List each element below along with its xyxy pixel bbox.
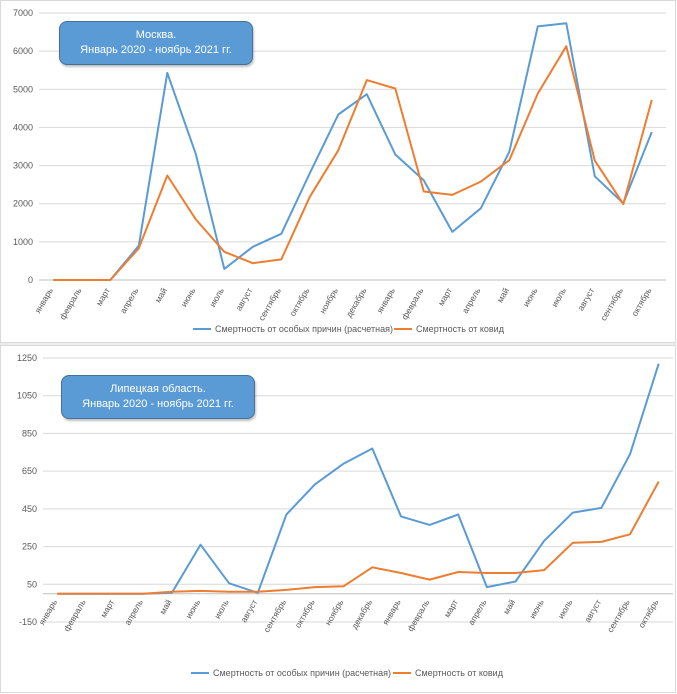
panel-divider — [0, 343, 677, 345]
lipetsk-x-tick-label: октябрь — [293, 597, 317, 629]
moscow-x-tick-label: август — [575, 286, 596, 312]
moscow-y-tick-label: 5000 — [13, 84, 33, 94]
moscow-x-tick-label: август — [233, 286, 254, 312]
moscow-chart-panel: 0 1000 2000 3000 4000 5000 6000 7000 январь февра… — [0, 0, 676, 343]
lipetsk-y-tick-label: 1250 — [17, 353, 37, 363]
moscow-x-tick-label: февраль — [57, 286, 83, 322]
moscow-x-tick-label: июнь — [179, 286, 198, 309]
moscow-x-tick-label: сентябрь — [598, 286, 625, 323]
lipetsk-x-tick-label: февраль — [61, 597, 87, 633]
moscow-x-tick-label: апрель — [118, 286, 141, 316]
lipetsk-x-tick-label: июль — [212, 597, 231, 620]
moscow-x-tick-label: июль — [207, 286, 226, 309]
moscow-x-tick-label: февраль — [399, 286, 425, 322]
lipetsk-y-tick-label: 250 — [22, 542, 37, 552]
moscow-y-tick-label: 4000 — [13, 122, 33, 132]
moscow-x-tick-label: май — [495, 286, 511, 304]
lipetsk-x-tick-label: май — [157, 598, 173, 616]
moscow-x-tick-label: декабрь — [344, 286, 369, 320]
moscow-series-line-2 — [53, 45, 653, 281]
lipetsk-x-tick-label: ноябрь — [323, 597, 346, 627]
moscow-series-line-1 — [53, 22, 653, 281]
lipetsk-chart-panel: -150 50 250 450 650 850 1050 1250 январь февраль м… — [0, 345, 676, 693]
moscow-x-tick-label: апрель — [460, 286, 483, 316]
moscow-x-tick-label: июль — [549, 286, 568, 309]
moscow-x-tick-label: март — [94, 286, 112, 308]
moscow-chart-title: Москва. Январь 2020 - ноябрь 2021 гг. — [59, 21, 253, 65]
moscow-y-tick-label: 1000 — [13, 237, 33, 247]
lipetsk-x-tick-label: декабрь — [349, 597, 374, 631]
lipetsk-x-tick-label: март — [98, 598, 116, 620]
lipetsk-title-line-1: Липецкая область. — [110, 383, 206, 395]
moscow-x-tick-label: январь — [375, 286, 398, 315]
moscow-x-tick-label: сентябрь — [256, 286, 283, 323]
moscow-legend-label-1: Смертность от особых причин (расчетная) — [215, 324, 393, 334]
moscow-x-tick-label: октябрь — [629, 286, 653, 318]
lipetsk-x-tick-label: май — [501, 598, 517, 616]
lipetsk-y-tick-label: 1050 — [17, 391, 37, 401]
moscow-y-tick-label: 7000 — [13, 8, 33, 18]
lipetsk-legend-label-1: Смертность от особых причин (расчетная) — [213, 668, 391, 678]
lipetsk-chart-title: Липецкая область. Январь 2020 - ноябрь 2… — [61, 375, 255, 419]
lipetsk-x-tick-label: февраль — [405, 597, 431, 633]
moscow-title-line-2: Январь 2020 - ноябрь 2021 гг. — [80, 44, 232, 56]
lipetsk-x-tick-label: август — [239, 598, 260, 624]
lipetsk-y-tick-label: 450 — [22, 504, 37, 514]
moscow-y-tick-label: 3000 — [13, 161, 33, 171]
moscow-x-tick-label: ноябрь — [317, 286, 340, 316]
lipetsk-x-tick-label: март — [442, 598, 460, 620]
moscow-x-tick-label: июнь — [521, 286, 540, 309]
lipetsk-y-tick-label: 50 — [27, 579, 37, 589]
moscow-title-line-1: Москва. — [135, 29, 177, 41]
moscow-x-tick-label: март — [436, 286, 454, 308]
moscow-legend-label-2: Смертность от ковид — [416, 324, 505, 334]
moscow-x-tick-label: май — [153, 286, 169, 304]
moscow-y-tick-label: 0 — [28, 275, 33, 285]
lipetsk-x-tick-label: август — [582, 598, 603, 624]
moscow-y-tick-label: 2000 — [13, 199, 33, 209]
lipetsk-x-tick-label: сентябрь — [605, 597, 632, 634]
lipetsk-y-tick-label: 850 — [22, 428, 37, 438]
lipetsk-legend-label-2: Смертность от ковид — [415, 668, 504, 678]
moscow-x-tick-label: январь — [33, 286, 56, 315]
lipetsk-x-tick-label: июнь — [183, 597, 202, 620]
lipetsk-title-line-2: Январь 2020 - ноябрь 2021 гг. — [82, 398, 234, 410]
lipetsk-x-tick-label: октябрь — [636, 597, 660, 629]
lipetsk-y-tick-label: -150 — [19, 617, 37, 627]
lipetsk-x-tick-label: июнь — [527, 597, 546, 620]
lipetsk-x-tick-label: июль — [556, 597, 575, 620]
moscow-y-tick-label: 6000 — [13, 46, 33, 56]
lipetsk-x-tick-label: сентябрь — [261, 597, 288, 634]
lipetsk-series-line-2 — [57, 481, 660, 595]
lipetsk-y-tick-label: 650 — [22, 466, 37, 476]
moscow-x-tick-label: октябрь — [287, 286, 311, 318]
